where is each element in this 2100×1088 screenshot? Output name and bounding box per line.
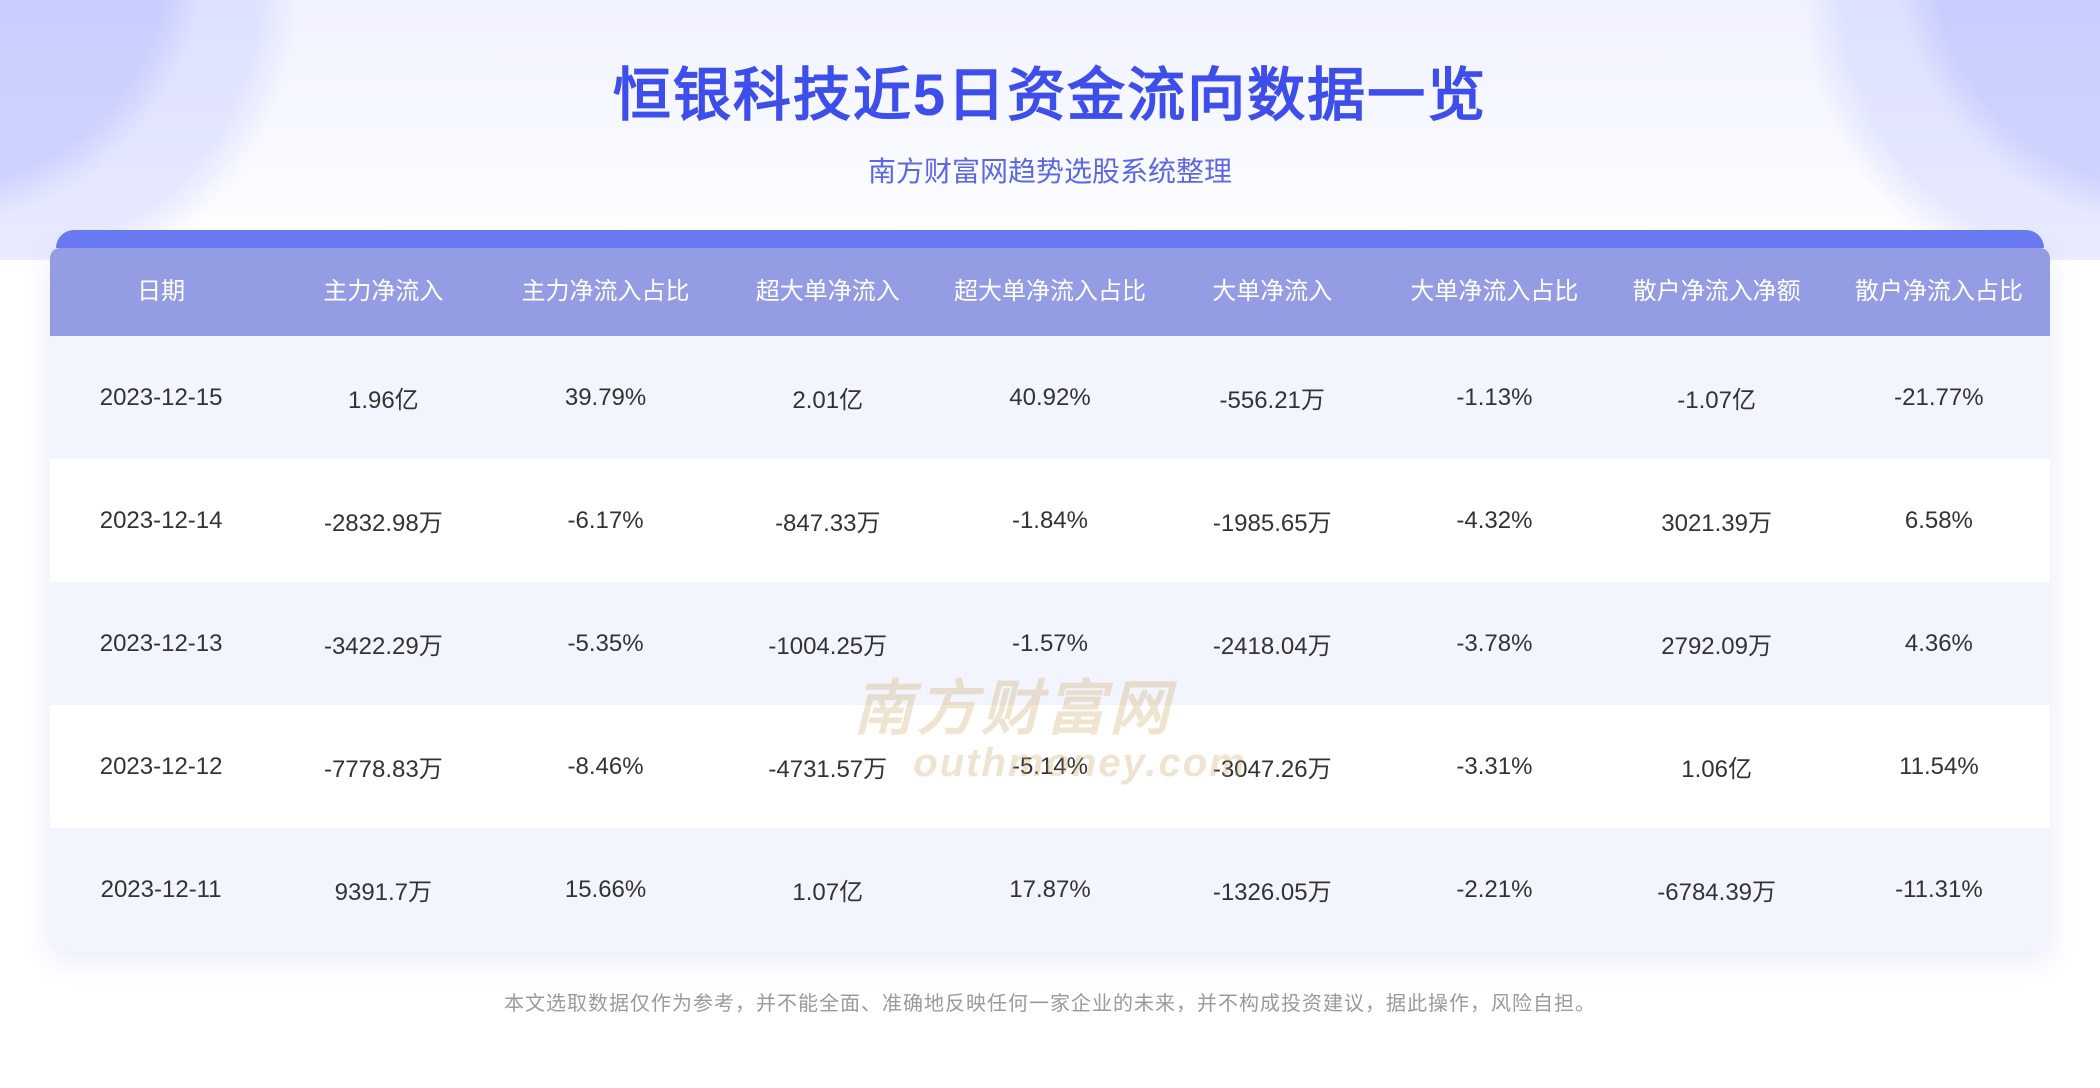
table-cell: -1004.25万 <box>717 582 939 705</box>
table-cell: -847.33万 <box>717 459 939 582</box>
table-card-wrap: 日期主力净流入主力净流入占比超大单净流入超大单净流入占比大单净流入大单净流入占比… <box>50 230 2050 951</box>
table-cell: 2023-12-11 <box>50 828 272 951</box>
table-cell: -4731.57万 <box>717 705 939 828</box>
table-column-header: 主力净流入 <box>272 248 494 336</box>
table-column-header: 散户净流入占比 <box>1828 248 2050 336</box>
table-cell: -1.57% <box>939 582 1161 705</box>
page-subtitle: 南方财富网趋势选股系统整理 <box>0 150 2100 190</box>
table-row: 2023-12-14-2832.98万-6.17%-847.33万-1.84%-… <box>50 459 2050 582</box>
table-cell: -2832.98万 <box>272 459 494 582</box>
table-cell: -3.78% <box>1383 582 1605 705</box>
table-cell: -5.35% <box>494 582 716 705</box>
table-cell: -2.21% <box>1383 828 1605 951</box>
table-row: 2023-12-151.96亿39.79%2.01亿40.92%-556.21万… <box>50 336 2050 459</box>
table-cell: 1.96亿 <box>272 336 494 459</box>
disclaimer-text: 本文选取数据仅作为参考，并不能全面、准确地反映任何一家企业的未来，并不构成投资建… <box>0 987 2100 1016</box>
capital-flow-table: 日期主力净流入主力净流入占比超大单净流入超大单净流入占比大单净流入大单净流入占比… <box>50 248 2050 951</box>
table-column-header: 日期 <box>50 248 272 336</box>
table-cell: -1.13% <box>1383 336 1605 459</box>
table-cell: -6.17% <box>494 459 716 582</box>
table-body: 2023-12-151.96亿39.79%2.01亿40.92%-556.21万… <box>50 336 2050 951</box>
table-cell: -1.84% <box>939 459 1161 582</box>
table-column-header: 大单净流入 <box>1161 248 1383 336</box>
table-cell: -1326.05万 <box>1161 828 1383 951</box>
table-cell: 4.36% <box>1828 582 2050 705</box>
table-column-header: 超大单净流入占比 <box>939 248 1161 336</box>
table-cell: 1.06亿 <box>1606 705 1828 828</box>
table-cell: -1.07亿 <box>1606 336 1828 459</box>
table-cell: 2023-12-14 <box>50 459 272 582</box>
table-cell: -7778.83万 <box>272 705 494 828</box>
table-row: 2023-12-12-7778.83万-8.46%-4731.57万-5.14%… <box>50 705 2050 828</box>
table-cell: 9391.7万 <box>272 828 494 951</box>
table-cell: -2418.04万 <box>1161 582 1383 705</box>
table-header-row: 日期主力净流入主力净流入占比超大单净流入超大单净流入占比大单净流入大单净流入占比… <box>50 248 2050 336</box>
table-cell: -11.31% <box>1828 828 2050 951</box>
table-cell: 40.92% <box>939 336 1161 459</box>
table-cell: 15.66% <box>494 828 716 951</box>
table-cell: 17.87% <box>939 828 1161 951</box>
table-cell: 3021.39万 <box>1606 459 1828 582</box>
table-cell: -3.31% <box>1383 705 1605 828</box>
table-cell: -5.14% <box>939 705 1161 828</box>
table-column-header: 超大单净流入 <box>717 248 939 336</box>
table-column-header: 主力净流入占比 <box>494 248 716 336</box>
table-cell: 2023-12-15 <box>50 336 272 459</box>
table-cell: 39.79% <box>494 336 716 459</box>
header-content: 恒银科技近5日资金流向数据一览 南方财富网趋势选股系统整理 <box>0 0 2100 190</box>
table-row: 2023-12-119391.7万15.66%1.07亿17.87%-1326.… <box>50 828 2050 951</box>
table-cell: -3422.29万 <box>272 582 494 705</box>
table-cell: -3047.26万 <box>1161 705 1383 828</box>
table-cell: -1985.65万 <box>1161 459 1383 582</box>
table-card: 日期主力净流入主力净流入占比超大单净流入超大单净流入占比大单净流入大单净流入占比… <box>50 248 2050 951</box>
table-cell: 1.07亿 <box>717 828 939 951</box>
card-top-accent <box>56 230 2044 248</box>
table-cell: 6.58% <box>1828 459 2050 582</box>
table-cell: -6784.39万 <box>1606 828 1828 951</box>
table-row: 2023-12-13-3422.29万-5.35%-1004.25万-1.57%… <box>50 582 2050 705</box>
table-cell: -8.46% <box>494 705 716 828</box>
table-column-header: 散户净流入净额 <box>1606 248 1828 336</box>
table-cell: -4.32% <box>1383 459 1605 582</box>
header-banner: 恒银科技近5日资金流向数据一览 南方财富网趋势选股系统整理 <box>0 0 2100 260</box>
table-cell: -21.77% <box>1828 336 2050 459</box>
table-cell: 11.54% <box>1828 705 2050 828</box>
table-cell: 2792.09万 <box>1606 582 1828 705</box>
table-cell: -556.21万 <box>1161 336 1383 459</box>
table-column-header: 大单净流入占比 <box>1383 248 1605 336</box>
table-cell: 2023-12-12 <box>50 705 272 828</box>
table-header: 日期主力净流入主力净流入占比超大单净流入超大单净流入占比大单净流入大单净流入占比… <box>50 248 2050 336</box>
table-cell: 2023-12-13 <box>50 582 272 705</box>
table-cell: 2.01亿 <box>717 336 939 459</box>
page-title: 恒银科技近5日资金流向数据一览 <box>0 48 2100 132</box>
